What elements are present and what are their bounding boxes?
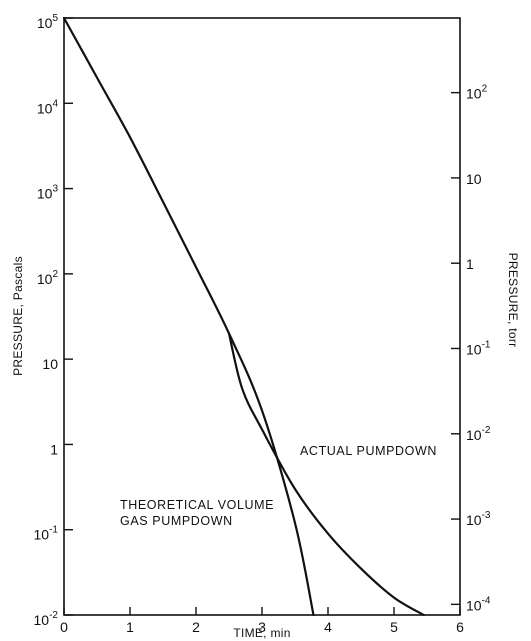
x-tick-label: 0	[60, 619, 68, 635]
x-tick-label: 1	[126, 619, 134, 635]
right-y-axis-label: PRESSURE, torr	[506, 253, 520, 348]
theoretical-label-line2: GAS PUMPDOWN	[120, 514, 233, 528]
right-y-tick-label: 1	[466, 256, 474, 272]
right-y-tick-label: 10-3	[466, 510, 491, 528]
right-y-tick-label: 10-4	[466, 595, 491, 613]
actual-pumpdown-label: ACTUAL PUMPDOWN	[300, 444, 437, 458]
x-tick-label: 3	[258, 619, 266, 635]
left-y-tick-label: 102	[37, 269, 59, 287]
x-tick-label: 4	[324, 619, 332, 635]
actual-pumpdown-line	[227, 332, 425, 617]
theoretical-pumpdown-line	[62, 16, 315, 617]
left-y-tick-label: 10	[42, 356, 58, 372]
right-y-tick-label: 10-1	[466, 339, 491, 357]
left-y-axis-label: PRESSURE, Pascals	[11, 256, 25, 376]
right-y-tick-label: 10-2	[466, 425, 491, 443]
x-axis-label: TIME, min	[233, 626, 290, 640]
theoretical-label-line1: THEORETICAL VOLUME	[120, 498, 274, 512]
left-y-tick-label: 103	[37, 184, 59, 202]
left-y-tick-label: 10-1	[34, 525, 59, 543]
x-tick-label: 6	[456, 619, 464, 635]
right-y-axis-ticks: 102 10 1 10-1 10-2 10-3 10-4	[451, 84, 491, 613]
left-y-tick-label: 1	[50, 441, 58, 457]
right-y-tick-label: 102	[466, 84, 488, 102]
x-axis-ticks: 0 1 2 3 4 5 6	[60, 607, 464, 635]
series-layer	[62, 16, 425, 617]
x-tick-label: 5	[390, 619, 398, 635]
left-y-tick-label: 104	[37, 98, 59, 116]
left-y-tick-label: 105	[37, 13, 59, 31]
left-y-tick-label: 10-2	[34, 610, 59, 628]
right-y-tick-label: 10	[466, 171, 482, 187]
annotations-layer: ACTUAL PUMPDOWN THEORETICAL VOLUME GAS PUM…	[120, 444, 437, 528]
x-tick-label: 2	[192, 619, 200, 635]
